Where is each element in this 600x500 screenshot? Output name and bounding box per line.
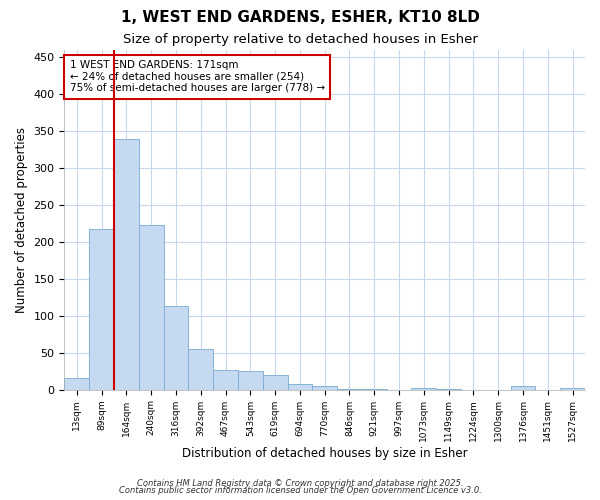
Bar [114, 138, 139, 390]
Bar [139, 225, 164, 390]
Bar [337, 389, 362, 390]
Bar [64, 378, 89, 390]
Text: Contains public sector information licensed under the Open Government Licence v3: Contains public sector information licen… [119, 486, 481, 495]
Bar [213, 370, 238, 390]
Bar [560, 388, 585, 390]
Bar [362, 389, 386, 390]
Bar [511, 386, 535, 390]
Bar [436, 389, 461, 390]
X-axis label: Distribution of detached houses by size in Esher: Distribution of detached houses by size … [182, 447, 467, 460]
Bar [313, 386, 337, 390]
Text: 1, WEST END GARDENS, ESHER, KT10 8LD: 1, WEST END GARDENS, ESHER, KT10 8LD [121, 10, 479, 25]
Y-axis label: Number of detached properties: Number of detached properties [15, 127, 28, 313]
Bar [412, 388, 436, 390]
Text: Contains HM Land Registry data © Crown copyright and database right 2025.: Contains HM Land Registry data © Crown c… [137, 478, 463, 488]
Bar [263, 375, 287, 390]
Text: 1 WEST END GARDENS: 171sqm
← 24% of detached houses are smaller (254)
75% of sem: 1 WEST END GARDENS: 171sqm ← 24% of deta… [70, 60, 325, 94]
Bar [188, 349, 213, 390]
Bar [238, 371, 263, 390]
Bar [164, 306, 188, 390]
Bar [287, 384, 313, 390]
Bar [89, 230, 114, 390]
Text: Size of property relative to detached houses in Esher: Size of property relative to detached ho… [122, 32, 478, 46]
